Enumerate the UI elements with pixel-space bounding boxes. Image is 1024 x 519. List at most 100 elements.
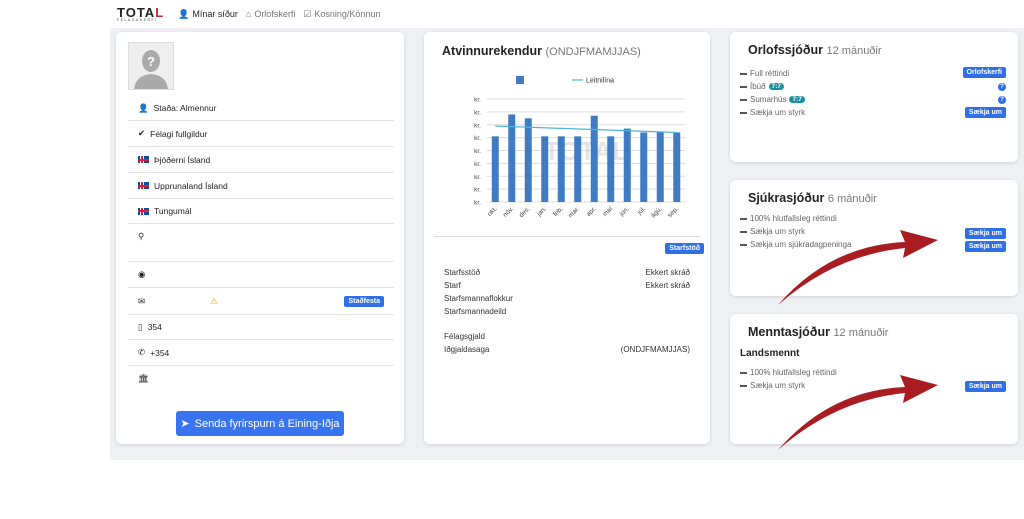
logo-text: TOTAL: [117, 4, 165, 20]
nationality-row: Þjóðerni Ísland: [128, 147, 394, 173]
bar: [656, 132, 664, 202]
nav-holiday-system[interactable]: ⌂ Orlofskerfi: [246, 9, 295, 19]
fund-item-text: 100% hlutfallsleg réttindi: [750, 214, 837, 223]
fund-item-text: Full réttindi: [750, 69, 790, 78]
field-label: Starfsmannaflokkur: [444, 294, 513, 303]
help-icon[interactable]: ?: [998, 96, 1006, 104]
field-label: Starfsmannadeild: [444, 307, 507, 316]
field-value: Ekkert skráð: [645, 268, 690, 277]
holiday-system-button[interactable]: Orlofskerfi: [962, 67, 1006, 78]
apply-sick-pay-button[interactable]: Sækja um: [964, 241, 1006, 252]
logo[interactable]: TOTAL FÉLAGAKERFI: [117, 6, 164, 23]
legend-trend-label: Leitnilína: [586, 78, 614, 85]
bank-row: 🏛: [128, 366, 394, 391]
fund-item: Sækja um sjúkradagpeninga: [740, 240, 851, 249]
bar: [574, 136, 582, 202]
confirm-email-button[interactable]: Staðfesta: [344, 295, 384, 307]
membership-text: Félagi fullgildur: [150, 128, 208, 139]
flag-iceland-icon: [138, 207, 149, 215]
field-value: (ONDJFMAMJJAS): [620, 345, 690, 354]
nav-voting[interactable]: ☑ Kosning/Könnun: [303, 9, 380, 20]
bar: [491, 136, 499, 202]
home-icon: ⌂: [245, 9, 252, 19]
y-tick-label: kr.: [474, 97, 481, 104]
field-label: Starfsstöð: [444, 268, 481, 277]
nav-label: Orlofskerfi: [254, 9, 296, 19]
send-inquiry-label: Senda fyrirspurn á Eining-Iðja: [194, 417, 340, 430]
education-fund-card: Menntasjóður 12 mánuðir Landsmennt 100% …: [730, 314, 1018, 444]
fund-title: Sjúkrasjóður: [748, 191, 825, 205]
check-icon: ✔: [138, 128, 146, 138]
fund-period: 12 mánuðir: [833, 327, 889, 339]
field-label: Starf: [444, 281, 461, 290]
apply-grant-button[interactable]: Sækja um: [964, 228, 1006, 239]
fund-period: 12 mánuðir: [826, 45, 882, 57]
red-arrow-icon: [778, 230, 938, 305]
sickness-fund-card: Sjúkrasjóður 6 mánuðir 100% hlutfallsleg…: [730, 180, 1018, 296]
fund-item-text: Sækja um sjúkradagpeninga: [750, 240, 852, 249]
avatar: ?: [128, 42, 174, 90]
workplace-button[interactable]: Starfstöð: [665, 243, 704, 254]
fund-item-text: Sumarhús: [750, 95, 787, 104]
flag-iceland-icon: [138, 156, 149, 163]
bar: [590, 115, 598, 202]
user-icon: 👤: [138, 102, 149, 113]
y-tick-label: kr.: [474, 200, 481, 207]
user-icon: 👤: [178, 8, 190, 19]
fund-item: 100% hlutfallsleg réttindi: [740, 214, 837, 223]
y-tick-label: kr.: [474, 187, 481, 194]
fund-item: 100% hlutfallsleg réttindi: [740, 368, 837, 377]
help-icon[interactable]: ?: [998, 83, 1006, 91]
fund-title: Orlofssjóður: [748, 43, 824, 57]
bar: [623, 128, 631, 202]
field-label: Félagsgjald: [444, 332, 485, 341]
origin-row: Upprunaland Ísland: [128, 173, 394, 199]
bar: [541, 136, 549, 202]
send-inquiry-button[interactable]: ➤ Senda fyrirspurn á Eining-Iðja: [176, 411, 344, 436]
red-arrow-icon: [778, 375, 938, 450]
employer-card: Atvinnurekendur (ONDJFMAMJJAS) kr. kr. kr.…: [424, 32, 710, 444]
avatar-placeholder-icon: ?: [134, 50, 168, 89]
envelope-icon: ✉: [138, 295, 146, 306]
apply-button[interactable]: Sækja um: [964, 107, 1006, 118]
fund-item-text: Sækja um styrk: [750, 108, 806, 117]
apply-grant-button[interactable]: Sækja um: [964, 381, 1006, 392]
bar: [524, 118, 532, 202]
phone-icon: ✆: [138, 347, 146, 357]
email-row: ✉ ⚠ Staðfesta: [128, 288, 394, 315]
y-tick-label: kr.: [474, 161, 481, 168]
checkbox-icon: ☑: [303, 8, 312, 19]
fund-item: Sækja um styrk: [740, 108, 805, 117]
status-row: 👤 Staða: Almennur: [128, 96, 394, 121]
nav-my-pages[interactable]: 👤 Mínar síður: [178, 9, 238, 20]
origin-text: Upprunaland Ísland: [154, 180, 228, 191]
language-text: Tungumál: [154, 206, 192, 216]
status-text: Staða: Almennur: [153, 103, 217, 113]
y-tick-label: kr.: [474, 135, 481, 142]
legend-bar-swatch: [516, 76, 524, 84]
bar: [607, 136, 615, 202]
fund-item: Íbúð 7:7: [740, 82, 784, 91]
mobile-icon: ▯: [138, 321, 143, 332]
membership-row: ✔ Félagi fullgildur: [128, 121, 394, 147]
fund-period: 6 mánuðir: [827, 193, 877, 205]
field-label: Iðgjaldasaga: [444, 345, 490, 354]
phone-text: +354: [150, 347, 170, 358]
bank-icon: 🏛: [138, 373, 149, 383]
apartment-badge: 7:7: [768, 83, 784, 90]
mobile-row: ▯ 354: [128, 315, 394, 340]
y-tick-label: kr.: [474, 148, 481, 155]
bar: [673, 132, 681, 202]
flag-iceland-icon: [138, 182, 149, 189]
y-tick-label: kr.: [474, 122, 481, 129]
bar: [640, 132, 648, 202]
fund-item-text: 100% hlutfallsleg réttindi: [750, 368, 837, 377]
top-nav: TOTAL FÉLAGAKERFI 👤 Mínar síður ⌂ Orlofsker…: [0, 0, 1024, 28]
bar: [508, 114, 516, 202]
fund-item: Sækja um styrk: [740, 227, 805, 236]
profile-card: ? 👤 Staða: Almennur ✔ Félagi fullgildur Þj…: [116, 32, 404, 444]
bar: [557, 136, 565, 202]
divider: [434, 236, 700, 237]
